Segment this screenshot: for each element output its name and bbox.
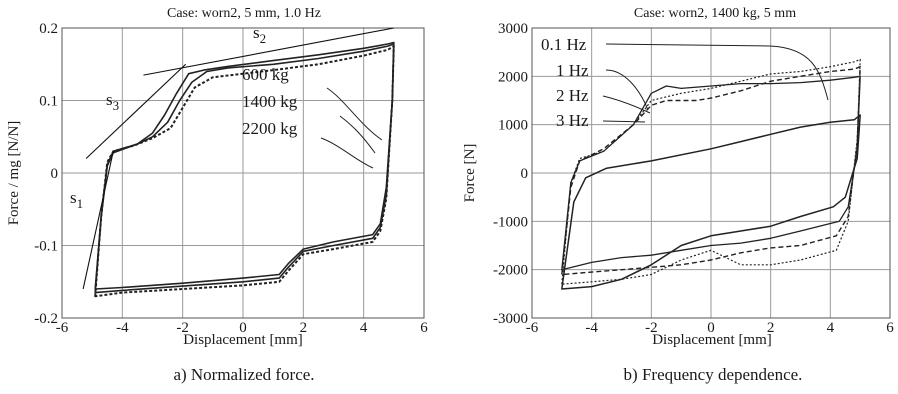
panel-b-x-ticks: -6 -4 -2 0 2 4 6: [526, 320, 895, 336]
slope-label-s3: s3: [106, 90, 119, 113]
panel-a-slope-lines: [82, 27, 394, 290]
panel-a-x-ticks: -6 -4 -2 0 2 4 6: [56, 320, 429, 336]
panel-a-label-leaders: [320, 87, 383, 169]
y-tick-label: 0: [51, 166, 59, 182]
x-tick-label: -4: [585, 320, 598, 336]
slope-label-s1: s1: [70, 188, 83, 211]
series-loop-3-hz: [561, 114, 861, 290]
series-label-1hz: 1 Hz: [556, 61, 589, 80]
panel-a-y-ticks: 0.2 0.1 0 -0.1 -0.2: [34, 21, 58, 327]
series-loop-600-kg: [94, 41, 395, 290]
leader-line-panel-b-1: [605, 43, 829, 101]
x-tick-label: 6: [420, 320, 428, 336]
leader-line-panel-a-1: [326, 87, 383, 141]
series-label-600kg: 600 kg: [242, 65, 289, 84]
x-tick-label: 6: [886, 320, 894, 336]
series-loop-2200-kg: [94, 45, 395, 298]
x-tick-label: 2: [767, 320, 775, 336]
panel-a-normalized-force: Case: worn2, 5 mm, 1.0 Hz -6 -4 -2 0 2 4 6 0.2…: [6, 6, 428, 348]
series-label-0-1hz: 0.1 Hz: [541, 35, 587, 54]
figure-svg: Case: worn2, 5 mm, 1.0 Hz -6 -4 -2 0 2 4 6 0.2…: [6, 6, 894, 348]
panel-b-curves: [561, 58, 861, 290]
slope-line-s2: [143, 27, 394, 76]
panel-a-title: Case: worn2, 5 mm, 1.0 Hz: [167, 6, 321, 21]
series-label-2200kg: 2200 kg: [242, 119, 298, 138]
panel-b-frequency-dependence: Case: worn2, 1400 kg, 5 mm -6 -4 -2 0 2 4 6 30…: [462, 6, 894, 348]
y-tick-label: 0.1: [39, 94, 58, 110]
leader-line-panel-b-3: [602, 95, 651, 114]
panel-a-x-axis-title: Displacement [mm]: [183, 332, 303, 348]
x-tick-label: 0: [707, 320, 715, 336]
series-loop-2-hz: [561, 58, 861, 285]
x-tick-label: -2: [176, 320, 189, 336]
leader-line-panel-a-3: [320, 137, 374, 169]
x-tick-label: -2: [645, 320, 658, 336]
y-tick-label: 1000: [498, 118, 528, 134]
x-tick-label: 0: [239, 320, 247, 336]
slope-label-s2: s2: [253, 23, 266, 46]
y-tick-label: -2000: [493, 263, 528, 279]
panel-b-label-leaders: [602, 43, 829, 123]
panel-b-frame: [531, 27, 891, 319]
panel-b-x-axis-title: Displacement [mm]: [652, 332, 772, 348]
series-loop-0-1-hz: [561, 75, 861, 271]
x-tick-label: -6: [56, 320, 69, 336]
series-label-1400kg: 1400 kg: [242, 92, 298, 111]
y-tick-label: 0.2: [39, 21, 58, 37]
panel-b-title: Case: worn2, 1400 kg, 5 mm: [634, 6, 796, 21]
panel-b-grid: [532, 28, 890, 318]
panel-a-frame: [61, 27, 425, 319]
y-tick-label: -3000: [493, 311, 528, 327]
slope-line-s3: [85, 63, 187, 159]
x-tick-label: 4: [827, 320, 835, 336]
y-tick-label: -0.2: [34, 311, 58, 327]
panel-b-y-axis-title: Force [N]: [462, 144, 478, 203]
x-tick-label: -4: [116, 320, 129, 336]
x-tick-label: 4: [360, 320, 368, 336]
panel-a-curves: [94, 41, 395, 298]
series-label-3hz: 3 Hz: [556, 111, 589, 130]
leader-line-panel-a-2: [339, 115, 376, 154]
caption-a: a) Normalized force.: [173, 365, 315, 384]
x-tick-label: 2: [300, 320, 308, 336]
y-tick-label: -0.1: [34, 239, 58, 255]
leader-line-panel-b-2: [605, 69, 649, 111]
series-label-2hz: 2 Hz: [556, 86, 589, 105]
panel-a-y-axis-title: Force / mg [N/N]: [6, 121, 22, 226]
x-tick-label: -6: [526, 320, 539, 336]
y-tick-label: 3000: [498, 21, 528, 37]
panel-a-grid: [62, 28, 424, 318]
caption-b: b) Frequency dependence.: [623, 365, 803, 384]
slope-line-s1: [82, 151, 114, 290]
y-tick-label: -1000: [493, 214, 528, 230]
y-tick-label: 2000: [498, 69, 528, 85]
y-tick-label: 0: [521, 166, 529, 182]
panel-b-y-ticks: 3000 2000 1000 0 -1000 -2000 -3000: [493, 21, 528, 327]
leader-line-panel-b-4: [602, 120, 646, 123]
